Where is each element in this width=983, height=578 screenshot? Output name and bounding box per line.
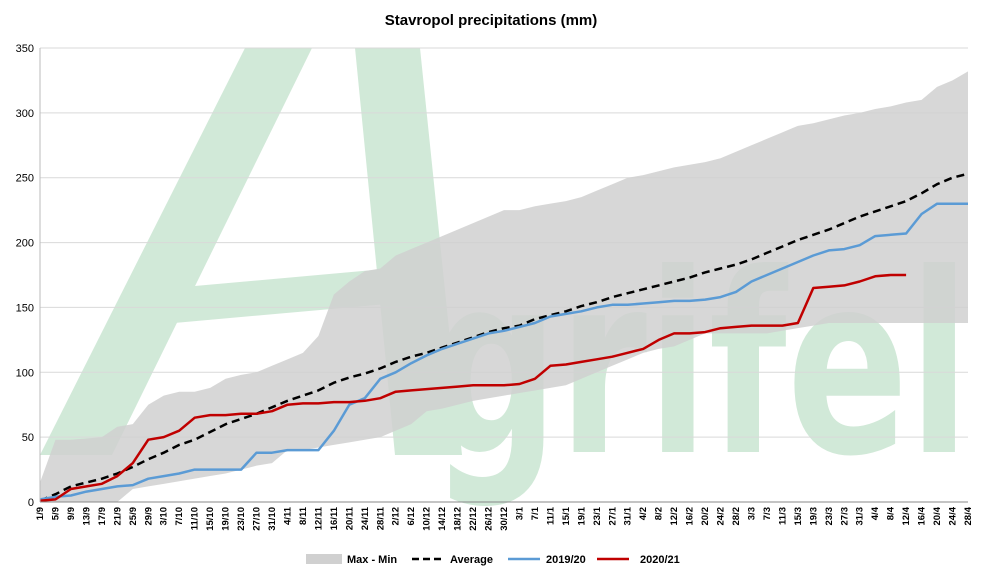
x-tick-label: 9/9 xyxy=(66,507,77,520)
x-tick-label: 3/10 xyxy=(159,507,170,526)
x-tick-label: 24/11 xyxy=(360,506,371,530)
x-tick-label: 3/3 xyxy=(746,507,757,520)
x-tick-label: 8/4 xyxy=(886,506,897,520)
x-tick-label: 27/10 xyxy=(252,507,263,531)
x-tick-label: 16/2 xyxy=(685,507,696,526)
x-tick-label: 20/4 xyxy=(932,506,943,525)
legend: Max - Min Average 2019/20 2020/21 xyxy=(306,554,680,566)
x-tick-label: 19/10 xyxy=(221,507,232,531)
x-tick-label: 27/1 xyxy=(607,506,618,525)
x-tick-labels: 1/9 5/9 9/9 13/9 17/9 21/9 25/9 29/9 3/10 7/10 11/… xyxy=(35,506,974,530)
legend-swatch-band xyxy=(306,554,342,564)
x-tick-label: 7/10 xyxy=(174,507,185,526)
x-tick-label: 6/12 xyxy=(406,507,417,526)
x-tick-label: 1/9 xyxy=(35,507,46,520)
x-tick-label: 12/2 xyxy=(669,507,680,526)
x-tick-label: 11/10 xyxy=(190,507,201,530)
series-line-0 xyxy=(39,172,969,502)
x-tick-label: 20/11 xyxy=(344,506,355,530)
x-tick-label: 11/1 xyxy=(545,506,556,525)
band-area xyxy=(40,71,968,502)
x-tick-label: 23/10 xyxy=(236,507,247,531)
x-tick-label: 19/1 xyxy=(576,506,587,525)
x-tick-label: 24/4 xyxy=(948,506,959,525)
x-tick-label: 12/11 xyxy=(313,506,324,530)
x-tick-label: 30/12 xyxy=(499,507,510,531)
x-tick-label: 18/12 xyxy=(453,507,464,531)
x-tick-label: 5/9 xyxy=(50,507,61,520)
y-tick-label: 250 xyxy=(16,173,34,185)
x-tick-label: 11/3 xyxy=(777,507,788,525)
x-tick-label: 22/12 xyxy=(468,507,479,531)
watermark-a-left-stroke xyxy=(40,48,312,455)
legend-label-1: 2019/20 xyxy=(546,554,586,566)
x-tick-label: 15/1 xyxy=(561,506,572,525)
x-tick-label: 13/9 xyxy=(81,507,92,526)
x-tick-label: 8/11 xyxy=(298,506,309,525)
y-tick-label: 350 xyxy=(16,43,34,55)
x-tick-label: 26/12 xyxy=(484,507,495,531)
x-tick-label: 23/3 xyxy=(824,507,835,526)
y-tick-label: 50 xyxy=(22,432,34,444)
x-tick-label: 25/9 xyxy=(128,507,139,526)
y-tick-label: 100 xyxy=(16,367,34,379)
x-tick-label: 10/12 xyxy=(422,507,433,531)
axes xyxy=(39,48,968,503)
x-tick-label: 28/2 xyxy=(731,507,742,526)
series-line-2 xyxy=(39,273,907,502)
x-tick-label: 2/12 xyxy=(391,507,402,526)
x-tick-label: 4/2 xyxy=(638,507,649,520)
x-tick-label: 27/3 xyxy=(839,507,850,526)
y-tick-label: 0 xyxy=(28,497,34,509)
y-tick-label: 200 xyxy=(16,238,34,250)
x-tick-label: 31/1 xyxy=(623,506,634,525)
max-min-band xyxy=(40,71,968,502)
y-tick-labels: 0 50 100 150 200 250 300 350 xyxy=(16,43,34,509)
legend-label-band: Max - Min xyxy=(347,554,397,566)
x-tick-label: 24/2 xyxy=(716,507,727,526)
x-tick-label: 17/9 xyxy=(97,507,108,526)
x-tick-label: 28/11 xyxy=(375,506,386,530)
x-tick-label: 14/12 xyxy=(437,507,448,531)
x-tick-label: 20/2 xyxy=(700,507,711,526)
chart-title: Stavropol precipitations (mm) xyxy=(385,12,598,29)
x-tick-label: 12/4 xyxy=(901,506,912,525)
x-tick-label: 3/1 xyxy=(514,506,525,520)
x-tick-label: 16/11 xyxy=(329,506,340,530)
x-tick-label: 23/1 xyxy=(592,506,603,525)
x-tick-label: 31/3 xyxy=(855,507,866,526)
x-tick-label: 7/3 xyxy=(762,507,773,520)
x-tick-label: 21/9 xyxy=(112,507,123,526)
x-tick-label: 16/4 xyxy=(917,506,928,525)
x-tick-label: 4/4 xyxy=(870,506,881,520)
x-tick-label: 8/2 xyxy=(654,507,665,520)
x-tick-label: 15/3 xyxy=(793,507,804,526)
legend-label-2: 2020/21 xyxy=(640,554,680,566)
x-tick-label: 19/3 xyxy=(808,507,819,526)
x-tick-label: 31/10 xyxy=(267,507,278,531)
y-tick-label: 150 xyxy=(16,302,34,314)
x-tick-label: 15/10 xyxy=(205,507,216,531)
x-tick-label: 4/11 xyxy=(282,506,293,525)
series-line-1 xyxy=(39,202,968,501)
legend-label-0: Average xyxy=(450,554,493,566)
x-tick-label: 7/1 xyxy=(530,506,541,520)
y-tick-label: 300 xyxy=(16,108,34,120)
x-tick-label: 28/4 xyxy=(963,506,974,525)
series-lines xyxy=(39,172,969,502)
x-tick-label: 29/9 xyxy=(143,507,154,526)
